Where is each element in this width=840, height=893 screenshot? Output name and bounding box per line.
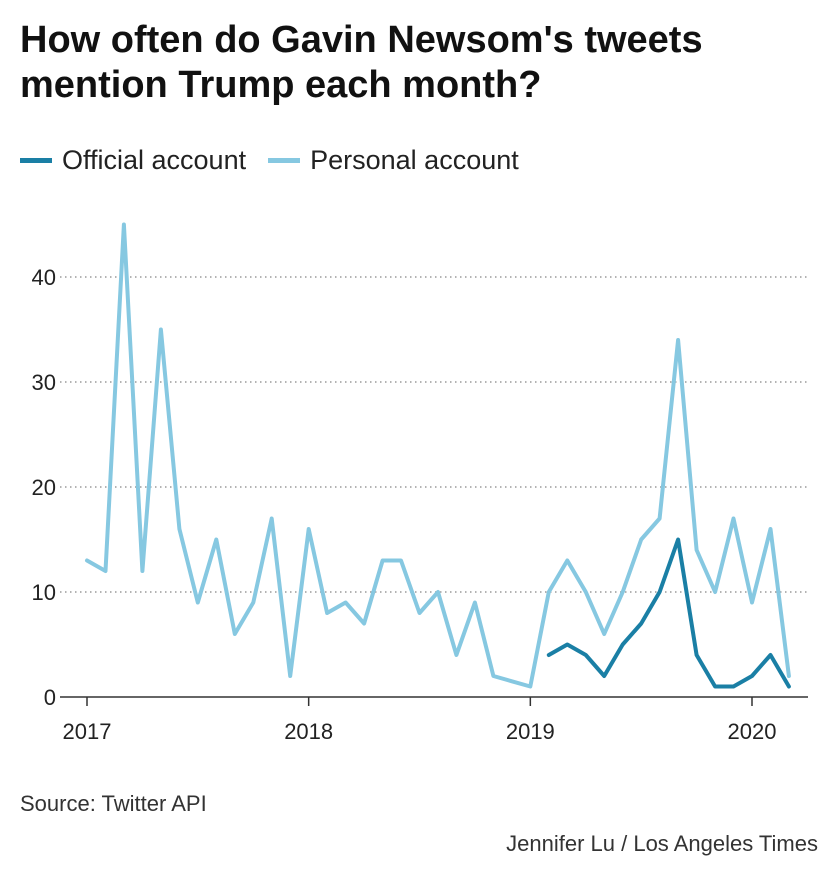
y-tick-label: 10 (32, 580, 56, 605)
y-tick-label: 30 (32, 370, 56, 395)
legend-swatch-personal (268, 157, 301, 163)
x-axis: 2017 2018 2019 2020 (60, 696, 808, 744)
source-note: Source: Twitter API (20, 791, 207, 816)
x-tick-label: 2018 (284, 719, 333, 744)
y-tick-label: 0 (44, 685, 56, 710)
personal-account-line (85, 222, 791, 689)
credit-line: Jennifer Lu / Los Angeles Times (506, 831, 818, 856)
legend-item-personal: Personal account (268, 145, 519, 176)
official-account-line (546, 537, 791, 689)
chart-title: How often do Gavin Newsom's tweets menti… (20, 19, 703, 106)
legend: Official account Personal account (20, 142, 541, 178)
y-tick-label: 40 (32, 265, 56, 290)
series-lines (85, 222, 791, 689)
legend-label-personal: Personal account (310, 144, 519, 175)
y-axis-labels: 0 10 20 30 40 (32, 265, 56, 710)
x-tick-label: 2020 (728, 719, 777, 744)
legend-swatch-official (20, 157, 52, 163)
y-tick-label: 20 (32, 475, 56, 500)
x-tick-label: 2019 (506, 719, 555, 744)
legend-item-official: Official account (20, 145, 246, 176)
legend-label-official: Official account (62, 144, 247, 175)
x-tick-label: 2017 (63, 719, 112, 744)
